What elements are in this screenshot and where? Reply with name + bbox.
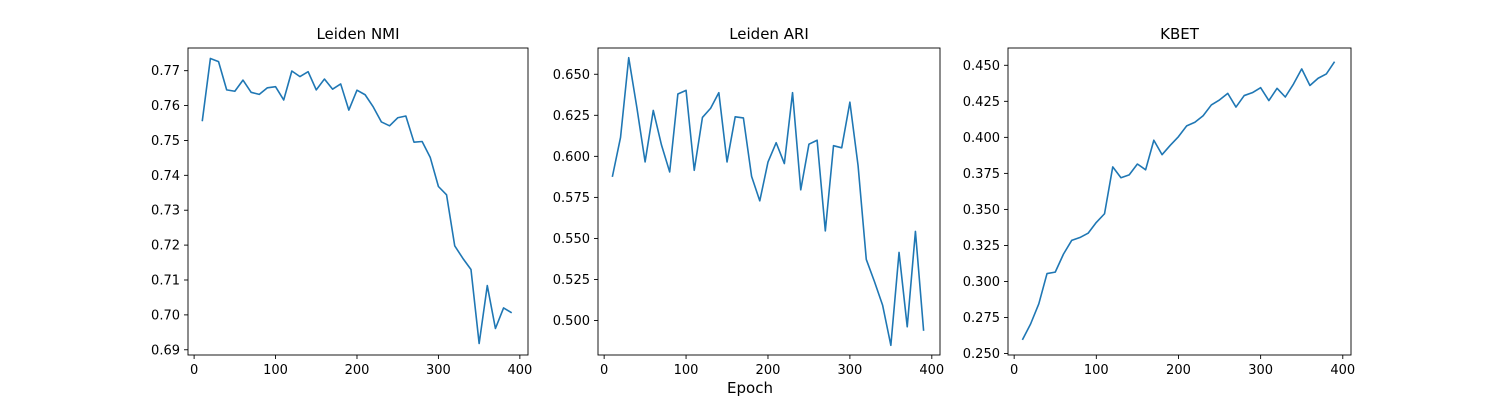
y-tick-label: 0.275	[963, 311, 1000, 326]
y-tick-label: 0.72	[151, 239, 180, 254]
y-tick-label: 0.350	[963, 203, 1000, 218]
series-line	[201, 57, 513, 345]
chart-title: Leiden ARI	[729, 25, 809, 43]
x-tick-label: 100	[674, 363, 699, 378]
y-tick-label: 0.500	[553, 314, 590, 329]
chart-panel-1: Leiden NMI 0 100 200 300 400 0.69 0.70 0.71 0.72 0…	[151, 25, 532, 378]
x-tick-label: 200	[1166, 363, 1191, 378]
chart-title: KBET	[1160, 25, 1200, 43]
y-tick-label: 0.625	[553, 109, 590, 124]
y-tick-label: 0.76	[151, 99, 180, 114]
chart-title: Leiden NMI	[316, 25, 399, 43]
axes-frame	[597, 47, 941, 356]
y-tick-label: 0.525	[553, 273, 590, 288]
y-tick-label: 0.450	[963, 59, 1000, 74]
x-tick-label: 300	[837, 363, 862, 378]
chart-panel-3: KBET 0 100 200 300 400 0.250 0.275 0.300 0.325 0.3…	[963, 25, 1355, 378]
y-tick-label: 0.400	[963, 131, 1000, 146]
x-tick-label: 400	[919, 363, 944, 378]
series-line	[1021, 61, 1336, 341]
x-tick-label: 400	[507, 363, 532, 378]
y-tick-label: 0.650	[553, 68, 590, 83]
y-tick-label: 0.600	[553, 150, 590, 165]
x-tick-label: 200	[756, 363, 781, 378]
chart-panel-2: Leiden ARI 0 100 200 300 400 0.500 0.525 0.550 0.…	[553, 25, 944, 378]
series-line	[611, 56, 925, 347]
y-tick-label: 0.300	[963, 275, 1000, 290]
y-tick-label: 0.75	[151, 134, 180, 149]
y-tick-label: 0.71	[151, 273, 180, 288]
x-tick-label: 100	[1084, 363, 1109, 378]
axes-frame	[187, 47, 529, 356]
x-tick-label: 0	[190, 363, 198, 378]
y-tick-label: 0.550	[553, 232, 590, 247]
y-tick-label: 0.70	[151, 308, 180, 323]
x-tick-label: 200	[345, 363, 370, 378]
x-tick-label: 300	[426, 363, 451, 378]
x-tick-label: 400	[1330, 363, 1355, 378]
y-tick-label: 0.74	[151, 169, 180, 184]
y-tick-label: 0.73	[151, 204, 180, 219]
y-tick-label: 0.325	[963, 239, 1000, 254]
x-tick-label: 300	[1248, 363, 1273, 378]
y-tick-label: 0.425	[963, 95, 1000, 110]
x-tick-label: 100	[263, 363, 288, 378]
y-tick-label: 0.250	[963, 347, 1000, 362]
y-tick-label: 0.375	[963, 167, 1000, 182]
y-tick-label: 0.575	[553, 191, 590, 206]
y-tick-label: 0.69	[151, 343, 180, 358]
x-tick-label: 0	[600, 363, 608, 378]
x-axis-label: Epoch	[727, 379, 773, 397]
x-tick-label: 0	[1010, 363, 1018, 378]
axes-frame	[1007, 47, 1352, 356]
y-tick-label: 0.77	[151, 64, 180, 79]
